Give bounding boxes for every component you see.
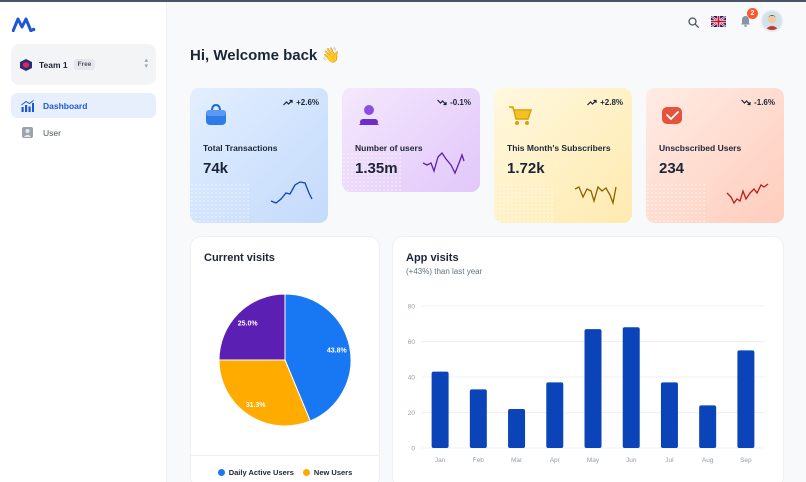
legend-item[interactable]: Daily Active Users [217, 468, 294, 477]
card-pattern [494, 183, 554, 223]
card-value: 234 [659, 160, 685, 177]
card-pattern [646, 183, 706, 223]
bar[interactable] [660, 382, 678, 448]
app-visits-panel: App visits (+43%) than last year 0 20 40 60… [393, 237, 783, 482]
x-tick-label: Jun [626, 457, 637, 464]
current-visits-panel: Current visits 43.8% 31.3% 25.0% Daily Act… [191, 237, 379, 482]
pie-slice[interactable] [284, 293, 352, 422]
team-switcher[interactable]: Team 1 Free ▴ ▾ [11, 44, 156, 85]
sidebar-item-label: Dashboard [43, 100, 88, 111]
bar[interactable] [584, 329, 602, 448]
sparkline [270, 181, 313, 204]
user-icon [21, 126, 34, 139]
trend-up-icon [283, 99, 293, 106]
y-tick-label: 80 [408, 304, 416, 311]
search-icon[interactable] [686, 15, 700, 29]
mail-icon [662, 107, 682, 124]
sidebar-item-label: User [43, 127, 61, 138]
trend-value: +2.8% [600, 98, 623, 107]
stat-card-unsubscribed: -1.6% Unscbscribed Users 234 [646, 88, 784, 223]
chevron-up-down-icon: ▴ ▾ [144, 57, 148, 70]
trend-up-icon [587, 99, 597, 106]
x-tick-label: Aug [702, 457, 714, 464]
trend-indicator: -1.6% [741, 98, 775, 107]
bar-chart: 0 20 40 60 80 Jan Feb Mar Apr May Jun Jul Aug Sep [408, 304, 765, 464]
x-tick-label: Apr [550, 457, 561, 464]
trend-indicator: +2.8% [587, 98, 623, 107]
pie-slice-label: 43.8% [327, 348, 348, 355]
notification-badge: 2 [747, 8, 758, 19]
legend-swatch [217, 469, 225, 476]
sidebar: Team 1 Free ▴ ▾ Dashboard User [0, 2, 167, 482]
trend-value: -1.6% [754, 98, 775, 107]
users-icon [359, 105, 379, 125]
card-value: 74k [203, 160, 229, 177]
stat-card-users: -0.1% Number of users 1.35m [342, 88, 480, 192]
chart-legend: Daily Active Users New Users [191, 468, 379, 477]
card-pattern [342, 152, 402, 192]
y-tick-label: 60 [408, 339, 416, 346]
team-logo-icon [20, 58, 32, 71]
card-value: 1.35m [355, 160, 398, 177]
chart-icon [21, 99, 34, 112]
x-tick-label: Jan [435, 457, 446, 464]
x-tick-label: May [587, 457, 600, 464]
panel-title: Current visits [204, 252, 275, 264]
divider [191, 455, 379, 456]
panel-subtitle: (+43%) than last year [406, 267, 483, 276]
x-tick-label: Sep [740, 457, 752, 464]
legend-label: New Users [313, 468, 353, 477]
y-tick-label: 20 [408, 410, 416, 417]
legend-item[interactable]: New Users [302, 468, 353, 477]
bar[interactable] [699, 405, 717, 448]
card-pattern [190, 183, 250, 223]
trend-down-icon [741, 99, 751, 106]
bar[interactable] [546, 382, 564, 448]
pie-slice-label: 31.3% [246, 402, 267, 409]
sidebar-item-user[interactable]: User [11, 120, 156, 145]
pie-chart: 43.8% 31.3% 25.0% [218, 293, 352, 427]
bar[interactable] [622, 327, 640, 448]
bell-icon[interactable] [738, 14, 752, 28]
card-label: This Month's Subscribers [507, 143, 611, 153]
card-label: Number of users [355, 143, 423, 153]
pie-slice-label: 25.0% [238, 321, 259, 328]
legend-swatch [302, 469, 310, 476]
bar[interactable] [508, 408, 526, 448]
bar[interactable] [431, 371, 449, 448]
team-plan-badge: Free [73, 59, 96, 70]
card-label: Total Transactions [203, 143, 278, 153]
trend-value: -0.1% [450, 98, 471, 107]
y-tick-label: 0 [411, 446, 415, 453]
sidebar-item-dashboard[interactable]: Dashboard [11, 93, 156, 118]
bag-icon [206, 103, 226, 125]
trend-indicator: -0.1% [437, 98, 471, 107]
card-label: Unscbscribed Users [659, 143, 742, 153]
pie-slice[interactable] [218, 359, 311, 427]
app-logo[interactable] [12, 16, 36, 32]
page-title: Hi, Welcome back 👋 [190, 47, 341, 64]
y-tick-label: 40 [408, 375, 416, 382]
avatar[interactable] [761, 10, 783, 32]
pie-slice[interactable] [218, 293, 286, 361]
x-tick-label: Jul [665, 457, 674, 464]
stat-card-transactions: +2.6% Total Transactions 74k [190, 88, 328, 223]
panel-title: App visits [406, 252, 459, 264]
cart-icon [509, 106, 533, 125]
x-tick-label: Mar [511, 457, 523, 464]
bar[interactable] [737, 350, 755, 448]
bar[interactable] [469, 389, 487, 448]
x-tick-label: Feb [473, 457, 485, 464]
stat-card-subscribers: +2.8% This Month's Subscribers 1.72k [494, 88, 632, 223]
trend-down-icon [437, 99, 447, 106]
uk-flag-icon[interactable] [711, 15, 726, 27]
team-name: Team 1 [39, 59, 68, 70]
legend-label: Daily Active Users [228, 468, 294, 477]
window-top-border [0, 0, 806, 2]
trend-indicator: +2.6% [283, 98, 319, 107]
trend-value: +2.6% [296, 98, 319, 107]
card-value: 1.72k [507, 160, 545, 177]
